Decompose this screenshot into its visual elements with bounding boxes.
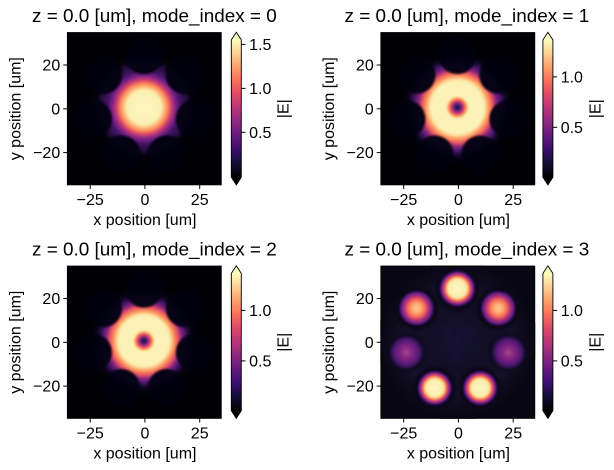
svg-text:25: 25 — [504, 192, 522, 209]
svg-text:0.5: 0.5 — [249, 354, 271, 371]
svg-text:0: 0 — [51, 335, 60, 352]
svg-text:20: 20 — [42, 291, 60, 308]
svg-text:z = 0.0 [um], mode_index = 3: z = 0.0 [um], mode_index = 3 — [345, 240, 590, 261]
svg-text:|E|: |E| — [587, 99, 604, 118]
svg-text:20: 20 — [356, 291, 374, 308]
svg-text:−25: −25 — [390, 426, 417, 443]
svg-text:|E|: |E| — [587, 333, 604, 352]
svg-text:x position [um]: x position [um] — [407, 445, 510, 462]
svg-text:y position [um]: y position [um] — [7, 291, 24, 394]
svg-text:0: 0 — [140, 426, 149, 443]
svg-text:25: 25 — [191, 426, 209, 443]
svg-text:20: 20 — [42, 58, 60, 75]
svg-text:−20: −20 — [33, 145, 60, 162]
svg-text:1.0: 1.0 — [249, 303, 271, 320]
svg-text:1.0: 1.0 — [561, 70, 583, 87]
svg-text:−20: −20 — [347, 145, 374, 162]
svg-text:0: 0 — [140, 192, 149, 209]
svg-text:y position [um]: y position [um] — [321, 291, 338, 394]
svg-text:|E|: |E| — [276, 99, 293, 118]
svg-text:−25: −25 — [77, 192, 104, 209]
svg-text:1.0: 1.0 — [561, 303, 583, 320]
svg-text:25: 25 — [504, 426, 522, 443]
svg-text:−20: −20 — [33, 379, 60, 396]
svg-text:y position [um]: y position [um] — [7, 57, 24, 160]
svg-text:|E|: |E| — [276, 333, 293, 352]
svg-text:0: 0 — [51, 101, 60, 118]
svg-text:0.5: 0.5 — [249, 125, 271, 142]
svg-text:0: 0 — [454, 192, 463, 209]
svg-text:−25: −25 — [77, 426, 104, 443]
svg-text:25: 25 — [191, 192, 209, 209]
svg-text:x position [um]: x position [um] — [93, 212, 196, 229]
svg-text:1.5: 1.5 — [249, 37, 271, 54]
svg-text:−25: −25 — [390, 192, 417, 209]
svg-text:0: 0 — [365, 101, 374, 118]
svg-text:0.5: 0.5 — [561, 354, 583, 371]
svg-text:x position [um]: x position [um] — [93, 445, 196, 462]
svg-text:y position [um]: y position [um] — [321, 57, 338, 160]
svg-text:1.0: 1.0 — [249, 81, 271, 98]
svg-text:z = 0.0 [um], mode_index = 2: z = 0.0 [um], mode_index = 2 — [32, 240, 277, 261]
svg-text:−20: −20 — [347, 379, 374, 396]
svg-text:z = 0.0 [um], mode_index = 1: z = 0.0 [um], mode_index = 1 — [345, 6, 590, 27]
svg-text:z = 0.0 [um], mode_index = 0: z = 0.0 [um], mode_index = 0 — [32, 6, 277, 27]
svg-text:0: 0 — [365, 335, 374, 352]
svg-text:0: 0 — [454, 426, 463, 443]
svg-text:20: 20 — [356, 58, 374, 75]
svg-text:x position [um]: x position [um] — [407, 212, 510, 229]
svg-text:0.5: 0.5 — [561, 120, 583, 137]
